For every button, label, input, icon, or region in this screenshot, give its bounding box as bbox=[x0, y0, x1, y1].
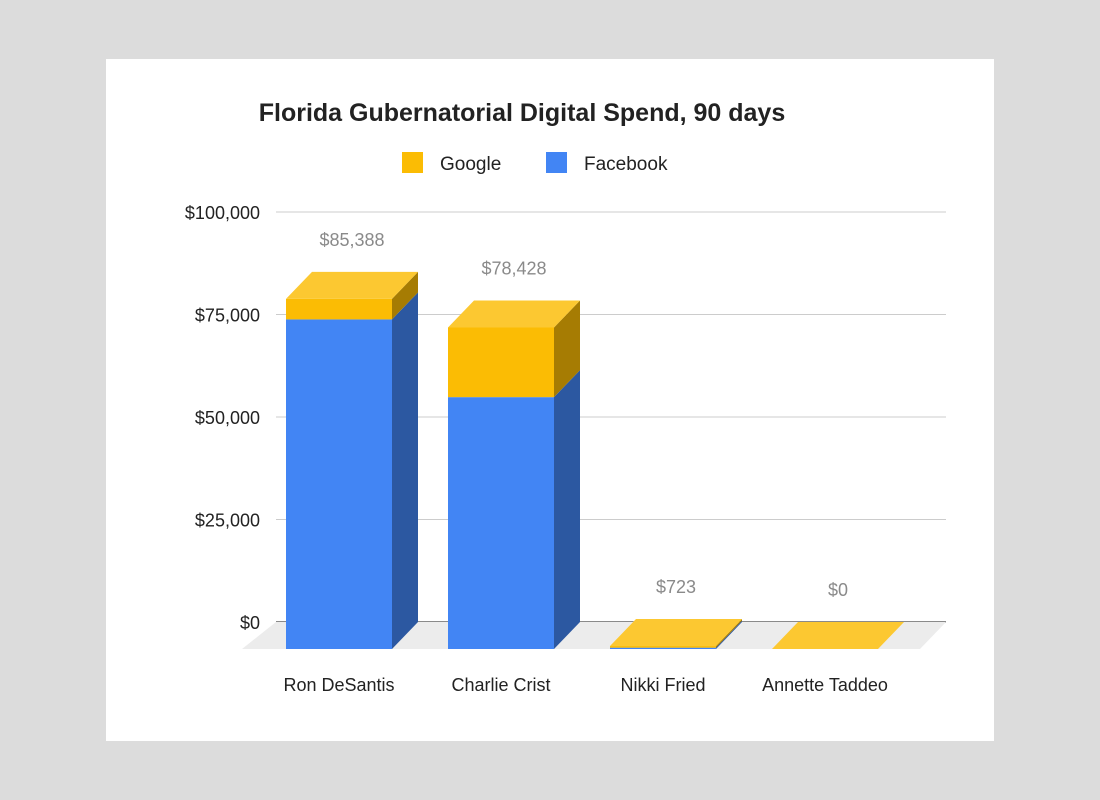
bar-side-google bbox=[392, 271, 418, 320]
bar-top bbox=[286, 271, 418, 299]
legend: Google Facebook bbox=[402, 152, 668, 175]
bar-nikki-fried bbox=[610, 619, 742, 649]
floor bbox=[242, 622, 946, 649]
legend-swatch-google bbox=[402, 152, 423, 173]
y-tick-label: $50,000 bbox=[195, 408, 260, 428]
chart: Florida Gubernatorial Digital Spend, 90 … bbox=[185, 99, 946, 695]
x-tick-label: Charlie Crist bbox=[451, 675, 550, 695]
bar-front-facebook bbox=[448, 397, 554, 649]
total-labels: $85,388 $78,428 $723 $0 bbox=[319, 230, 848, 600]
total-label: $723 bbox=[656, 577, 696, 597]
total-label: $78,428 bbox=[481, 258, 546, 278]
bar-top bbox=[772, 622, 904, 649]
chart-title: Florida Gubernatorial Digital Spend, 90 … bbox=[259, 99, 786, 127]
legend-label-google: Google bbox=[440, 154, 501, 175]
x-tick-label: Nikki Fried bbox=[620, 675, 705, 695]
bar-front-google bbox=[448, 327, 554, 398]
x-axis: Ron DeSantis Charlie Crist Nikki Fried Anne… bbox=[283, 675, 887, 695]
y-tick-label: $75,000 bbox=[195, 306, 260, 326]
y-tick-label: $100,000 bbox=[185, 203, 260, 223]
legend-swatch-facebook bbox=[546, 152, 567, 173]
x-tick-label: Annette Taddeo bbox=[762, 675, 888, 695]
bar-front-facebook bbox=[286, 319, 392, 649]
bar-top bbox=[610, 619, 742, 647]
bar-top bbox=[448, 300, 580, 328]
bar-ron-desantis bbox=[286, 271, 418, 649]
bar-side-google bbox=[716, 619, 742, 648]
bars bbox=[286, 271, 904, 649]
y-axis: $0 $25,000 $50,000 $75,000 $100,000 bbox=[185, 203, 260, 633]
bar-front-facebook bbox=[610, 647, 716, 649]
bar-side-facebook bbox=[716, 620, 742, 649]
legend-label-facebook: Facebook bbox=[584, 154, 668, 175]
chart-floor bbox=[242, 622, 946, 649]
chart-card: Florida Gubernatorial Digital Spend, 90 … bbox=[106, 59, 994, 741]
total-label: $85,388 bbox=[319, 230, 384, 250]
total-label: $0 bbox=[828, 580, 848, 600]
bar-annette-taddeo bbox=[772, 622, 904, 649]
y-tick-label: $25,000 bbox=[195, 511, 260, 531]
bar-front-google bbox=[286, 298, 392, 320]
bar-side-facebook bbox=[392, 292, 418, 649]
bar-side-google bbox=[554, 300, 580, 398]
x-tick-label: Ron DeSantis bbox=[283, 675, 394, 695]
bar-side-facebook bbox=[554, 370, 580, 649]
bar-charlie-crist bbox=[448, 300, 580, 649]
y-tick-label: $0 bbox=[240, 613, 260, 633]
bar-front-google bbox=[610, 646, 716, 648]
